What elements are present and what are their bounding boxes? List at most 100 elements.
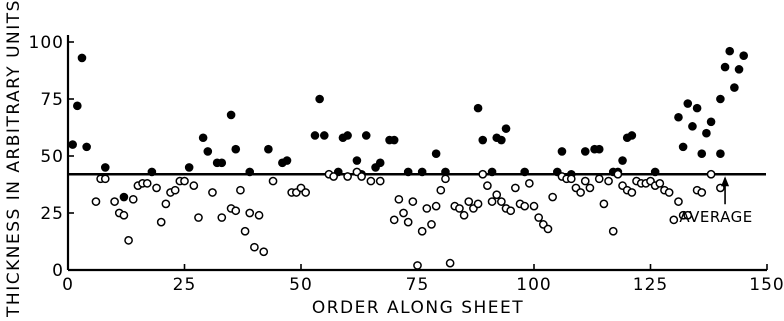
data-point-open [459, 210, 469, 220]
data-point-open [91, 197, 101, 206]
data-point-filled [650, 167, 660, 177]
data-point-filled [82, 142, 91, 152]
data-point-open [250, 242, 259, 252]
data-point-open [231, 206, 241, 216]
data-point-open [100, 174, 110, 184]
data-point-open [128, 194, 138, 204]
data-point-filled [231, 144, 241, 154]
data-point-open [357, 172, 366, 181]
data-point-open [343, 172, 352, 181]
data-point-filled [730, 83, 739, 92]
data-point-filled [77, 53, 87, 63]
data-point-open [445, 258, 455, 268]
data-point-open [548, 192, 557, 202]
data-point-open [608, 226, 618, 236]
data-point-filled [716, 94, 725, 104]
data-point-filled [264, 144, 273, 154]
data-point-filled [520, 167, 529, 177]
data-point-filled [594, 144, 604, 154]
data-point-filled [68, 140, 77, 149]
data-point-open [389, 215, 399, 225]
data-point-filled [706, 117, 716, 127]
ticks [67, 41, 768, 271]
data-point-open [520, 201, 530, 211]
data-point-open [408, 197, 418, 206]
data-point-filled [119, 192, 129, 202]
data-point-filled [688, 122, 697, 131]
data-point-open [194, 213, 203, 222]
data-point-open [576, 188, 585, 197]
data-point-open [664, 188, 674, 197]
data-point-open [403, 217, 413, 227]
data-point-open [208, 188, 217, 197]
data-point-open [613, 169, 623, 179]
data-point-filled [557, 147, 567, 156]
data-point-open [366, 176, 376, 186]
data-point-open [483, 181, 492, 190]
tick-labels: 0 25 50 75 100 125 150 0 25 50 75 100 [29, 33, 784, 295]
data-point-open [604, 176, 613, 186]
data-point-open [110, 197, 119, 206]
average-annotation: AVERAGE [679, 176, 752, 226]
data-point-open [301, 188, 311, 197]
x-tick-label: 75 [406, 275, 430, 295]
data-point-open [674, 197, 683, 206]
data-point-open [161, 199, 171, 209]
data-point-filled [683, 99, 693, 108]
data-point-open [245, 208, 255, 218]
data-point-filled [184, 163, 194, 172]
data-point-filled [441, 167, 450, 177]
data-point-open [599, 199, 609, 209]
data-point-open [492, 190, 502, 200]
data-point-open [683, 210, 693, 220]
data-point-filled [580, 147, 590, 156]
data-point-filled [716, 149, 725, 159]
data-point-open [236, 185, 245, 195]
average-label: AVERAGE [679, 208, 752, 226]
data-point-open [156, 217, 166, 227]
data-point-filled [417, 167, 427, 177]
data-point-open [431, 201, 441, 211]
x-tick-label: 25 [173, 275, 197, 295]
data-point-open [697, 188, 707, 197]
data-point-filled [697, 149, 707, 159]
data-point-filled [73, 101, 82, 111]
y-tick-label: 100 [29, 33, 64, 53]
data-point-filled [739, 51, 748, 60]
data-point-filled [478, 135, 488, 145]
data-point-filled [352, 156, 362, 165]
data-point-open [506, 206, 516, 216]
data-point-open [142, 179, 152, 188]
data-point-open [534, 213, 544, 222]
y-tick-label: 50 [40, 147, 64, 167]
data-point-filled [725, 46, 735, 56]
data-point-open [487, 197, 497, 206]
data-point-filled [692, 103, 702, 113]
data-point-filled [375, 158, 385, 168]
data-point-filled [734, 65, 744, 74]
average-arrow-head [721, 176, 730, 187]
data-point-open [478, 169, 488, 179]
data-point-open [627, 188, 637, 197]
data-point-filled [203, 147, 213, 156]
data-point-open [669, 215, 679, 225]
data-point-filled [310, 131, 320, 140]
data-point-filled [501, 124, 511, 133]
data-point-open [436, 185, 446, 195]
data-point-open [124, 236, 133, 245]
data-point-open [152, 183, 161, 193]
data-point-open [497, 197, 506, 206]
data-point-filled [720, 62, 730, 72]
series-open-circles [91, 167, 725, 270]
data-point-open [473, 199, 483, 209]
data-point-open [524, 179, 534, 188]
data-point-filled [226, 110, 236, 120]
x-tick-label: 0 [62, 275, 74, 295]
data-point-open [399, 208, 408, 218]
x-tick-label: 100 [516, 275, 551, 295]
axes [66, 35, 767, 272]
data-point-open [543, 224, 553, 234]
data-point-filled [198, 133, 208, 143]
data-point-open [413, 261, 422, 270]
data-point-filled [678, 142, 688, 152]
